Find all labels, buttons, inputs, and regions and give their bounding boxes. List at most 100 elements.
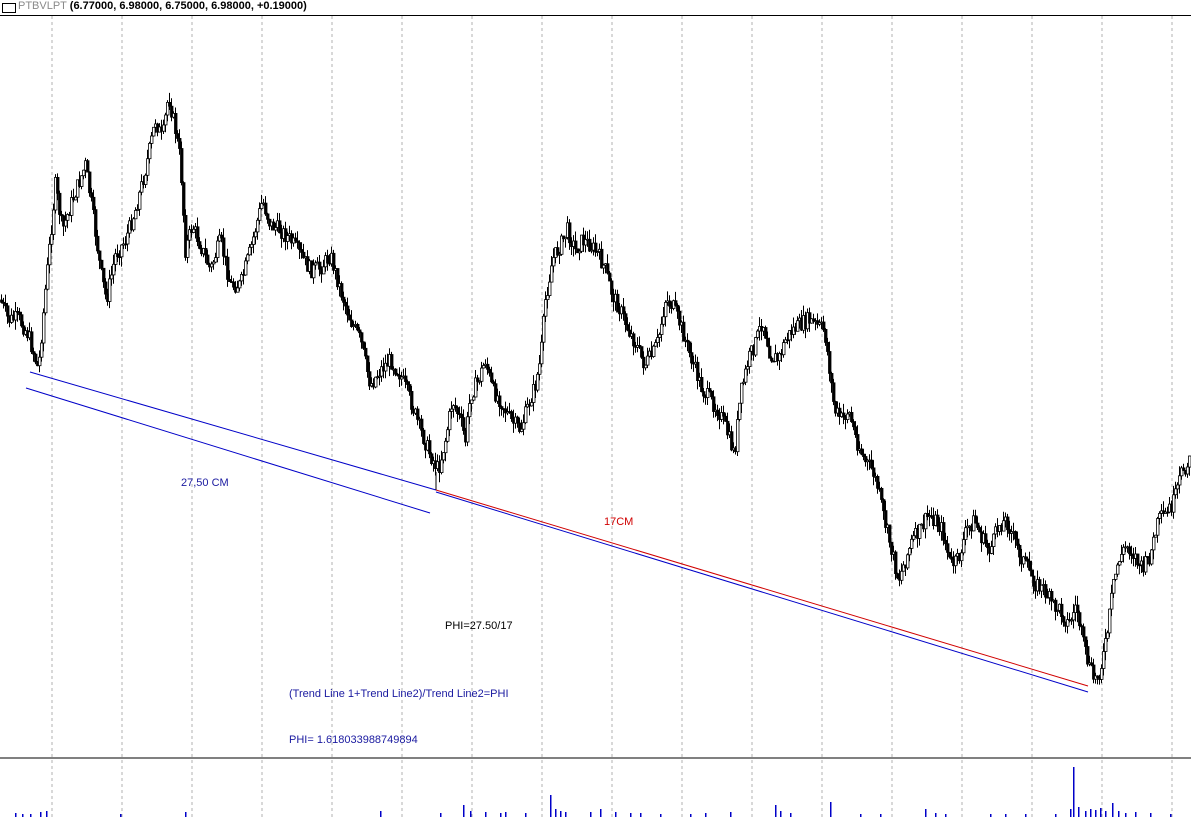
volume-bar	[550, 795, 552, 817]
trend-line-1-upper[interactable]	[29, 371, 437, 491]
trend-line-2-blue[interactable]	[435, 491, 1089, 693]
candle	[606, 254, 610, 275]
candle	[652, 344, 656, 358]
candle	[1172, 485, 1176, 519]
volume-bar	[1170, 814, 1172, 817]
candle	[706, 380, 710, 405]
candle	[1152, 532, 1156, 560]
candle	[870, 450, 874, 470]
candle	[548, 274, 552, 298]
candle	[472, 395, 476, 402]
candle	[678, 306, 682, 331]
candle	[588, 229, 592, 252]
candle	[312, 259, 316, 284]
candle	[278, 213, 282, 234]
trend-line-1-lower[interactable]	[25, 387, 431, 514]
chart-grid	[51, 16, 1173, 817]
candle	[180, 141, 184, 186]
candle	[822, 315, 826, 332]
candle	[174, 107, 178, 144]
volume-bar	[630, 813, 632, 817]
annotation-labels: 27,50 CM 17CM PHI=27.50/17 (Trend Line 1…	[181, 477, 633, 746]
window-icon[interactable]	[2, 3, 16, 13]
candle	[86, 159, 90, 173]
candle	[664, 300, 668, 327]
volume-bar	[505, 812, 507, 817]
candle	[98, 250, 102, 270]
candle	[148, 141, 152, 164]
candle	[568, 219, 572, 250]
volume-bar	[1118, 811, 1120, 817]
candle	[416, 406, 420, 426]
candle	[444, 437, 448, 462]
candle	[134, 207, 138, 220]
candle	[46, 257, 50, 291]
volume-bar	[1025, 814, 1027, 817]
candle	[58, 190, 62, 225]
candle	[498, 391, 502, 417]
candle	[70, 190, 74, 223]
candle	[696, 356, 700, 390]
candle	[560, 233, 564, 256]
symbol-label: PTBVLPT	[18, 0, 67, 12]
candle	[668, 295, 672, 314]
candle	[390, 351, 394, 370]
candle	[708, 382, 712, 393]
candle	[622, 298, 626, 321]
volume-bar	[440, 813, 442, 817]
volume-bar	[525, 813, 527, 817]
candle	[828, 341, 832, 382]
candle	[394, 368, 398, 377]
candle	[850, 406, 854, 423]
candle	[52, 203, 56, 240]
volume-bar	[780, 811, 782, 817]
candle	[374, 376, 378, 389]
candle	[542, 313, 546, 351]
candle	[550, 256, 554, 283]
candle	[384, 354, 388, 379]
candle	[318, 255, 322, 277]
candle	[646, 347, 650, 368]
volume-bar	[1055, 814, 1057, 817]
candle	[120, 244, 124, 267]
volume-bar	[1095, 810, 1097, 817]
candle	[66, 213, 70, 229]
candle	[1066, 612, 1070, 634]
candle	[682, 315, 686, 342]
candle	[480, 361, 484, 387]
candle	[1162, 501, 1166, 517]
volume-bar	[615, 812, 617, 817]
candle	[186, 234, 190, 264]
candle	[222, 228, 226, 265]
candle	[462, 409, 466, 435]
volume-bar	[1078, 807, 1080, 817]
volume-bar	[15, 813, 17, 817]
candle	[448, 408, 452, 437]
volume-bar	[925, 809, 927, 817]
candle	[1188, 455, 1191, 476]
candle	[880, 486, 884, 503]
volume-bar	[830, 802, 832, 817]
trend-1-length-label: 27,50 CM	[181, 477, 229, 489]
volume-bar	[46, 811, 48, 817]
candle	[1182, 463, 1186, 471]
candle	[138, 190, 142, 216]
volume-bar	[1135, 812, 1137, 817]
candle	[440, 450, 444, 475]
candle	[764, 325, 768, 339]
candle	[782, 339, 786, 358]
candle	[364, 342, 368, 360]
candle	[244, 257, 248, 276]
volume-bar	[1090, 809, 1092, 817]
candle	[860, 444, 864, 456]
candle	[824, 328, 828, 346]
candle	[918, 523, 922, 546]
candle	[702, 388, 706, 403]
trend-line-2-red[interactable]	[435, 489, 1089, 687]
volume-bar	[1105, 811, 1107, 817]
candle	[258, 202, 262, 225]
candle	[500, 405, 504, 416]
candle	[1082, 623, 1086, 642]
candle	[608, 271, 612, 282]
volume-bar	[660, 814, 662, 817]
